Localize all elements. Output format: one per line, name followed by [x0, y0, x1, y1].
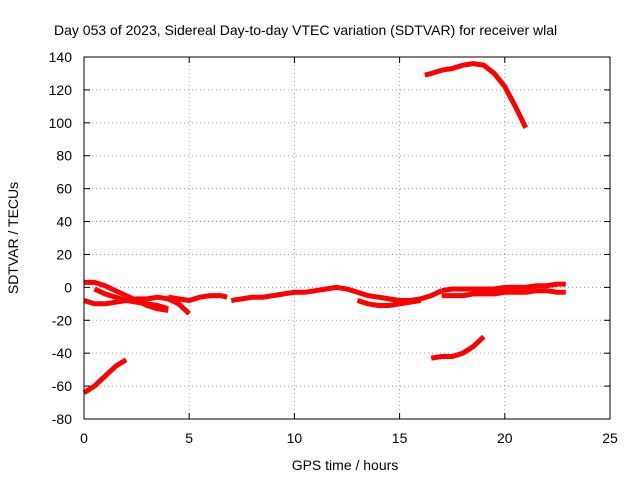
y-tick-label: -20: [52, 312, 72, 328]
series-line-arc-11: [441, 288, 566, 299]
x-tick-label: 20: [497, 430, 513, 446]
y-tick-label: 60: [56, 181, 72, 197]
ticks: 0 5 10 15 20 25 -80 -60 -40 -20 0 20 40 60 80 100 120 140: [49, 49, 618, 446]
y-tick-label: 140: [49, 49, 73, 65]
x-tick-label: 0: [80, 430, 88, 446]
y-tick-label: -80: [52, 411, 72, 427]
x-tick-label: 5: [185, 430, 193, 446]
y-tick-label: 100: [49, 115, 73, 131]
x-axis-label: GPS time / hours: [292, 457, 399, 473]
grid: [84, 57, 610, 419]
series-line-arc-4: [93, 286, 169, 312]
series-line-arc-1: [82, 357, 128, 395]
series-line-arc-8: [424, 61, 529, 129]
series-line-arc-10: [441, 281, 566, 294]
x-tick-label: 25: [602, 430, 618, 446]
series-line-arc-5: [167, 293, 228, 303]
y-tick-label: 40: [56, 214, 72, 230]
x-tick-label: 10: [287, 430, 303, 446]
y-tick-label: 80: [56, 148, 72, 164]
series-line-arc-3: [84, 279, 169, 313]
series-line-arc-7: [356, 298, 421, 308]
y-tick-label: -60: [52, 378, 72, 394]
series-line-arc-9: [430, 334, 486, 361]
x-tick-label: 15: [392, 430, 408, 446]
y-tick-label: 20: [56, 246, 72, 262]
plot-frame: [83, 56, 611, 420]
chart-title: Day 053 of 2023, Sidereal Day-to-day VTE…: [54, 22, 557, 38]
y-axis-label: SDTVAR / TECUs: [5, 182, 21, 294]
y-tick-label: 120: [49, 82, 73, 98]
series-layer: [82, 61, 566, 395]
series-line-arc-6: [230, 284, 443, 303]
y-tick-label: -40: [52, 345, 72, 361]
y-tick-label: 0: [64, 279, 72, 295]
